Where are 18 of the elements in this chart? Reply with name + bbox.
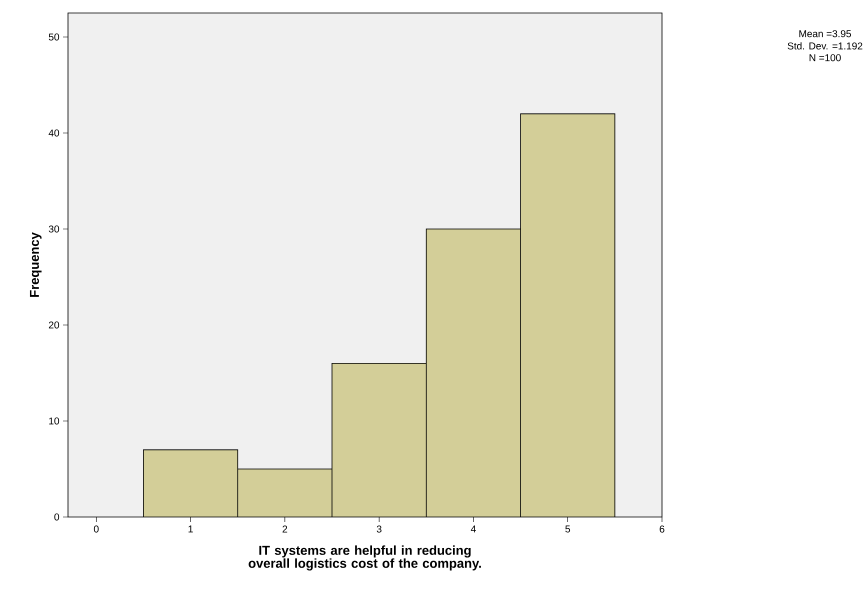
text: Std. Dev. =1.192	[788, 42, 862, 50]
y-tick-label: 30	[48, 225, 60, 233]
y-tick-label: 50	[48, 33, 60, 41]
y-tick-label: 10	[49, 417, 60, 425]
text: N =100	[810, 54, 841, 62]
y-tick-label: 0	[54, 513, 60, 521]
y-tick-label: 40	[48, 129, 60, 137]
x-axis-title: IT systems are helpful in reducing overall logistics cost of the company.	[248, 545, 481, 570]
x-tick-label: 2	[282, 526, 288, 532]
x-tick-label: 3	[376, 526, 382, 533]
x-tick-label: 6	[660, 526, 664, 533]
x-tick-label: 1	[188, 526, 193, 532]
x-tick-label: 0	[94, 526, 99, 533]
text: Mean =3.95	[799, 30, 852, 38]
x-tick-label: 4	[470, 526, 476, 532]
y-tick-label: 20	[48, 321, 60, 329]
y-axis-title: Frequency	[30, 232, 42, 297]
x-tick-label: 5	[565, 526, 570, 532]
